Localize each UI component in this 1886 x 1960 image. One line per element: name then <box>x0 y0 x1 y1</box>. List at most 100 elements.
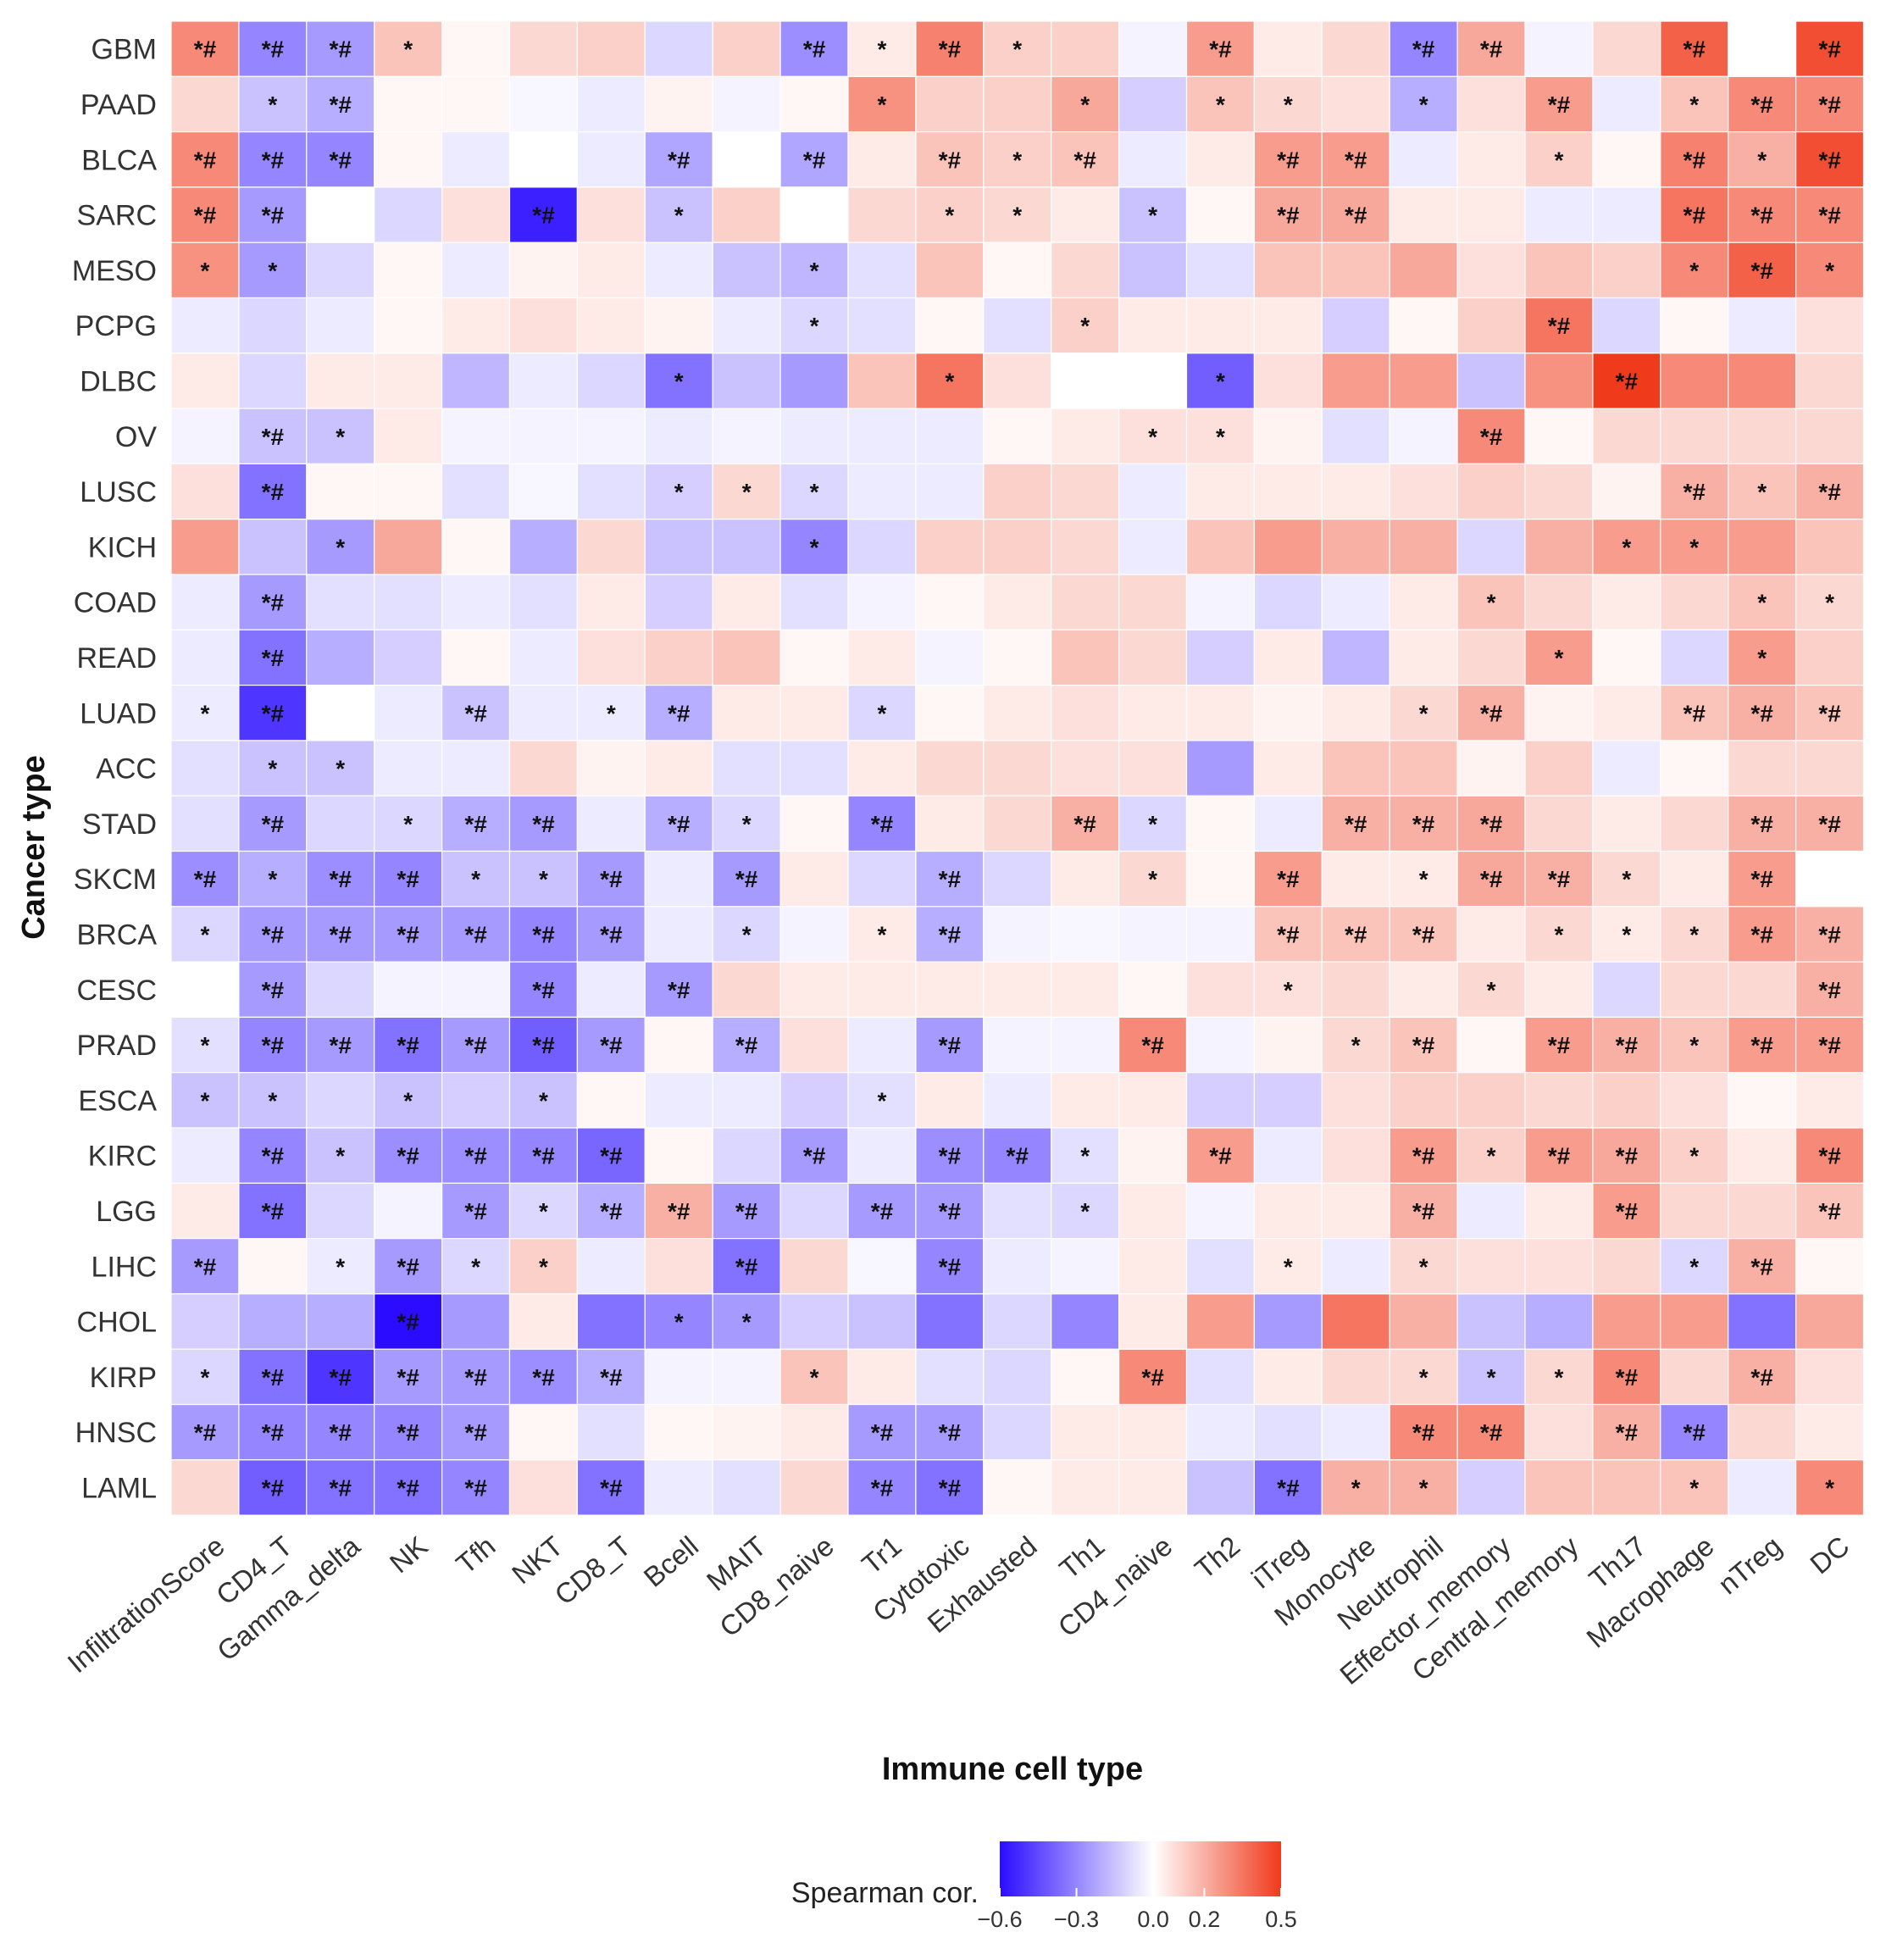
heatmap-cell <box>1051 740 1120 797</box>
significance-mark: *# <box>464 700 487 726</box>
heatmap-cell <box>712 850 781 908</box>
heatmap-cell <box>1253 850 1323 908</box>
heatmap-cell <box>1321 75 1390 133</box>
significance-mark: *# <box>1345 921 1367 947</box>
heatmap-cell <box>1118 1237 1188 1295</box>
column-label: NK <box>384 1530 434 1580</box>
heatmap-cell <box>576 297 646 354</box>
heatmap-cell <box>1524 1072 1594 1129</box>
heatmap-cell <box>441 1182 511 1240</box>
heatmap-cell <box>1389 961 1458 1018</box>
significance-mark: * <box>1825 258 1834 284</box>
heatmap-cell <box>712 186 781 243</box>
heatmap-cell <box>1118 1459 1188 1516</box>
significance-mark: *# <box>939 921 962 947</box>
heatmap-cell <box>508 795 579 852</box>
heatmap-cell <box>915 1293 985 1350</box>
heatmap-cell <box>1253 1127 1323 1184</box>
heatmap-cell <box>1728 906 1797 963</box>
significance-mark: * <box>1825 590 1834 616</box>
heatmap-cell <box>1118 574 1188 630</box>
heatmap-cell <box>374 353 443 409</box>
significance-mark: * <box>1012 36 1022 63</box>
heatmap-cell <box>1185 740 1256 797</box>
heatmap-cell <box>1728 519 1797 575</box>
heatmap-cell <box>644 795 713 852</box>
heatmap-cell <box>644 961 713 1018</box>
heatmap-cell <box>1660 629 1729 686</box>
heatmap-cell <box>1728 961 1797 1018</box>
heatmap-cell <box>1795 75 1865 133</box>
heatmap-cell <box>1253 574 1323 630</box>
heatmap-cell <box>576 629 646 686</box>
heatmap-cell <box>374 75 443 133</box>
heatmap-cell <box>1524 20 1594 77</box>
row-label: SKCM <box>74 863 157 896</box>
heatmap-cell <box>1118 906 1188 963</box>
heatmap-cell <box>915 574 985 630</box>
heatmap-cell <box>1118 186 1188 243</box>
heatmap-cell <box>238 961 308 1018</box>
heatmap-cell <box>1795 1182 1865 1240</box>
heatmap-cell <box>1253 20 1323 77</box>
significance-mark: *# <box>1209 1143 1232 1169</box>
heatmap-cell <box>1795 1237 1865 1295</box>
heatmap-cell <box>170 1293 240 1350</box>
significance-mark: * <box>1216 92 1225 118</box>
significance-mark: *# <box>735 1198 758 1224</box>
heatmap-cell <box>374 684 443 741</box>
significance-mark: *# <box>871 811 894 837</box>
heatmap-cell <box>576 1348 646 1406</box>
row-label: COAD <box>74 587 157 619</box>
heatmap-cell <box>1592 795 1661 852</box>
heatmap-cell <box>576 1237 646 1295</box>
heatmap-cell <box>238 408 308 465</box>
column-label: CD8_T <box>548 1530 636 1612</box>
heatmap-cell <box>1728 186 1797 243</box>
heatmap-cell <box>1728 463 1797 520</box>
significance-mark: *# <box>397 1474 419 1501</box>
significance-mark: *# <box>262 700 285 726</box>
heatmap-cell <box>1660 408 1729 465</box>
heatmap-cell <box>1456 629 1526 686</box>
heatmap-cell <box>915 242 985 299</box>
significance-mark: *# <box>464 1143 487 1169</box>
heatmap-cell <box>1253 1182 1323 1240</box>
significance-mark: *# <box>1548 313 1571 339</box>
heatmap-cell <box>1051 906 1120 963</box>
significance-mark: * <box>1284 977 1293 1003</box>
heatmap-cell <box>374 1293 443 1350</box>
significance-mark: *# <box>1616 1032 1639 1058</box>
heatmap-cell <box>170 20 240 77</box>
significance-mark: *# <box>1548 866 1571 892</box>
heatmap-cell <box>1321 1459 1390 1516</box>
heatmap-cell <box>1728 297 1797 354</box>
heatmap-cell <box>441 961 511 1018</box>
significance-mark: *# <box>1277 921 1300 947</box>
heatmap-cell <box>1051 242 1120 299</box>
significance-mark: *# <box>1750 203 1773 229</box>
heatmap-cell <box>1728 1293 1797 1350</box>
heatmap-cell <box>1524 1348 1594 1406</box>
heatmap-cell <box>1051 75 1120 133</box>
significance-mark: *# <box>600 1032 623 1058</box>
significance-mark: *# <box>1616 1364 1639 1391</box>
significance-mark: *# <box>330 1032 352 1058</box>
significance-mark: *# <box>1412 1419 1435 1446</box>
heatmap-cell <box>1051 1072 1120 1129</box>
significance-mark: *# <box>1345 811 1367 837</box>
heatmap-cell <box>170 297 240 354</box>
significance-mark: * <box>742 921 752 947</box>
heatmap-cell <box>1660 297 1729 354</box>
heatmap-cell <box>1118 850 1188 908</box>
heatmap-cell <box>1660 519 1729 575</box>
heatmap-cell <box>170 131 240 188</box>
heatmap-cell <box>374 1237 443 1295</box>
significance-mark: * <box>742 479 752 505</box>
heatmap-cell <box>1795 1403 1865 1461</box>
significance-mark: *# <box>1616 368 1639 394</box>
significance-mark: * <box>1689 1143 1699 1169</box>
heatmap-cell <box>847 1293 917 1350</box>
significance-mark: *# <box>803 36 826 63</box>
